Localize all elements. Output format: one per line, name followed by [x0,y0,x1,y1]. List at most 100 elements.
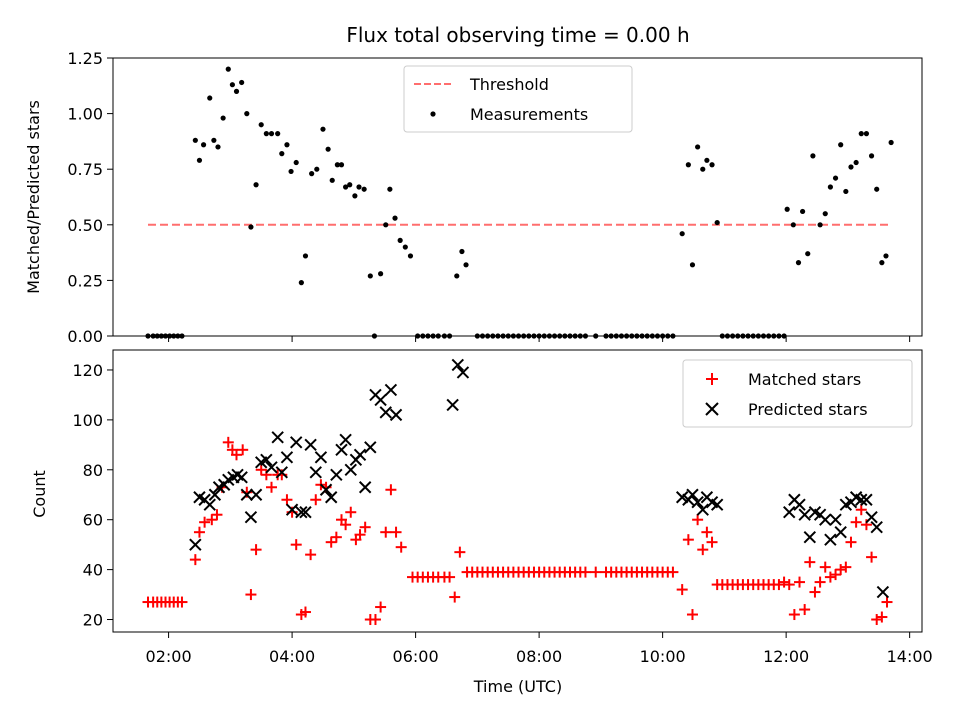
measurement-point [805,251,811,257]
predicted-star-point [691,496,704,509]
matched-star-point [783,579,795,591]
x-stroke-2 [849,491,863,504]
predicted-star-point [265,461,278,474]
measurement-point [229,82,235,88]
top-panel: Flux total observing time = 0.00 h Match… [24,23,923,346]
measurement-point [827,184,833,190]
x-stroke-2 [865,510,878,524]
x-stroke-2 [870,520,883,534]
bottom-legend-frame [682,359,913,428]
matched-star-point [819,561,831,573]
measurement-point [459,248,465,255]
measurement-point [454,273,460,279]
matched-star-point [359,521,371,533]
matched-star-point [255,464,267,476]
measurement-point [790,222,796,228]
matched-star-point [840,561,852,573]
measurement-point [883,253,889,259]
x-stroke-2 [860,493,873,506]
measurement-point [293,159,299,166]
matched-star-point [799,604,811,616]
x-stroke-2 [824,533,837,546]
measurement-point [343,184,349,190]
legend-predicted-swatch [705,402,719,416]
predicted-star-point [379,406,392,419]
measurement-point [284,142,290,148]
measurement-point [838,142,844,148]
top-y-axis-label: Matched/Predicted stars [24,100,43,294]
measurement-point [407,253,414,259]
matched-star-point [676,584,688,596]
predicted-star-point [870,520,883,534]
matched-star-point [850,516,862,528]
measurement-point [314,166,320,172]
x-stroke-2 [358,481,372,494]
predicted-star-point [389,408,403,422]
predicted-stars-points [189,358,890,599]
measurement-point [275,131,281,137]
matched-star-point [250,544,262,556]
matched-star-point [222,436,234,448]
matched-star-point [778,576,790,588]
predicted-star-point [860,493,873,506]
matched-star-point [686,609,698,621]
matched-star-point [380,526,392,538]
x-stroke-2 [808,506,822,519]
y-tick-label: 20 [83,611,103,630]
measurement-point [239,79,245,86]
matched-star-point [299,606,311,618]
predicted-star-point [358,481,372,494]
x-stroke-2 [855,493,868,506]
x-stroke-2 [686,488,699,501]
matched-star-point [697,544,709,556]
matched-star-point [454,546,466,558]
predicted-star-point [260,453,273,467]
measurement-point [868,153,875,159]
x-stroke-2 [240,488,254,501]
y-tick-label: 60 [83,511,103,530]
measurement-point [334,162,340,168]
matched-star-point [835,564,847,576]
measurement-point [679,231,685,237]
predicted-star-point [314,451,328,464]
measurement-point [800,208,806,215]
measurement-point [874,186,880,192]
matched-star-point [340,519,352,531]
bottom-x-axis-label: Time (UTC) [473,677,562,696]
matched-star-point [773,579,785,591]
legend-matched-label: Matched stars [748,370,861,389]
x-stroke-2 [374,393,387,407]
predicted-star-point [324,491,338,504]
predicted-star-point [456,366,470,379]
predicted-star-point [290,436,303,449]
measurement-point [853,159,859,166]
predicted-star-point [235,471,248,484]
y-tick-label: 80 [83,461,103,480]
x-stroke-2 [696,503,709,516]
predicted-star-point [783,506,796,519]
matched-star-point [590,566,602,578]
matched-star-point [231,449,243,461]
measurement-point [704,157,710,163]
measurement-point [832,175,839,181]
y-tick-label: 1.00 [67,105,103,124]
measurement-point [263,131,269,137]
predicted-star-point [295,506,308,519]
x-stroke-2 [446,398,459,412]
x-tick-label: 06:00 [393,647,439,666]
predicted-star-point [249,488,263,501]
measurement-point [367,273,373,279]
y-tick-label: 40 [83,561,103,580]
measurement-point [848,164,854,170]
matched-star-point [211,509,223,521]
x-stroke-2 [710,498,724,511]
bottom-x-ticks: 02:00 04:00 06:00 08:00 10:00 12:00 14:00 [146,632,933,666]
measurement-point [888,139,894,146]
matched-star-point [237,444,249,456]
measurement-point [822,211,828,217]
predicted-star-point [829,513,842,526]
matched-star-point [199,516,211,528]
x-stroke-2 [189,538,202,551]
predicted-star-point [876,585,890,599]
x-stroke-2 [231,468,244,481]
